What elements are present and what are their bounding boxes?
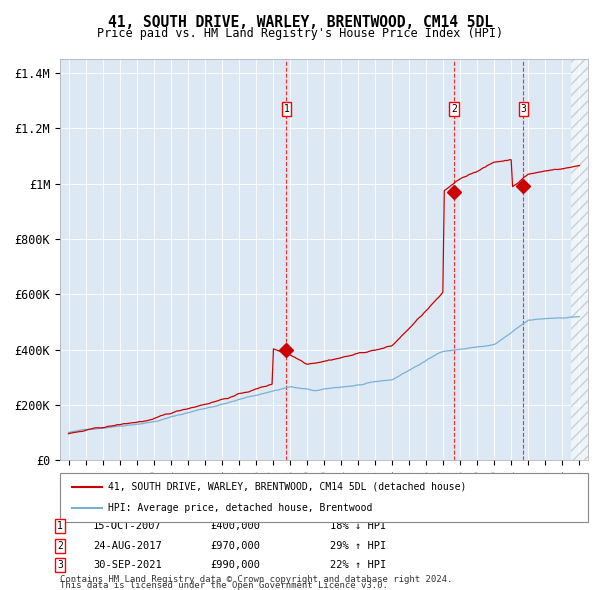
Text: £970,000: £970,000 bbox=[210, 541, 260, 550]
Text: £400,000: £400,000 bbox=[210, 522, 260, 531]
Text: Price paid vs. HM Land Registry's House Price Index (HPI): Price paid vs. HM Land Registry's House … bbox=[97, 27, 503, 40]
Polygon shape bbox=[571, 59, 588, 460]
Text: 22% ↑ HPI: 22% ↑ HPI bbox=[330, 560, 386, 570]
Text: 2: 2 bbox=[57, 541, 63, 550]
Text: 41, SOUTH DRIVE, WARLEY, BRENTWOOD, CM14 5DL (detached house): 41, SOUTH DRIVE, WARLEY, BRENTWOOD, CM14… bbox=[108, 482, 466, 492]
Text: HPI: Average price, detached house, Brentwood: HPI: Average price, detached house, Bren… bbox=[108, 503, 373, 513]
Text: 30-SEP-2021: 30-SEP-2021 bbox=[93, 560, 162, 570]
Text: 41, SOUTH DRIVE, WARLEY, BRENTWOOD, CM14 5DL: 41, SOUTH DRIVE, WARLEY, BRENTWOOD, CM14… bbox=[107, 15, 493, 30]
Text: 29% ↑ HPI: 29% ↑ HPI bbox=[330, 541, 386, 550]
Text: 1: 1 bbox=[283, 104, 289, 114]
Text: 3: 3 bbox=[520, 104, 526, 114]
Text: 24-AUG-2017: 24-AUG-2017 bbox=[93, 541, 162, 550]
Text: 2: 2 bbox=[451, 104, 457, 114]
Text: Contains HM Land Registry data © Crown copyright and database right 2024.: Contains HM Land Registry data © Crown c… bbox=[60, 575, 452, 584]
Text: £990,000: £990,000 bbox=[210, 560, 260, 570]
Text: 1: 1 bbox=[57, 522, 63, 531]
Text: 15-OCT-2007: 15-OCT-2007 bbox=[93, 522, 162, 531]
Text: 3: 3 bbox=[57, 560, 63, 570]
Text: 18% ↓ HPI: 18% ↓ HPI bbox=[330, 522, 386, 531]
Text: This data is licensed under the Open Government Licence v3.0.: This data is licensed under the Open Gov… bbox=[60, 581, 388, 590]
